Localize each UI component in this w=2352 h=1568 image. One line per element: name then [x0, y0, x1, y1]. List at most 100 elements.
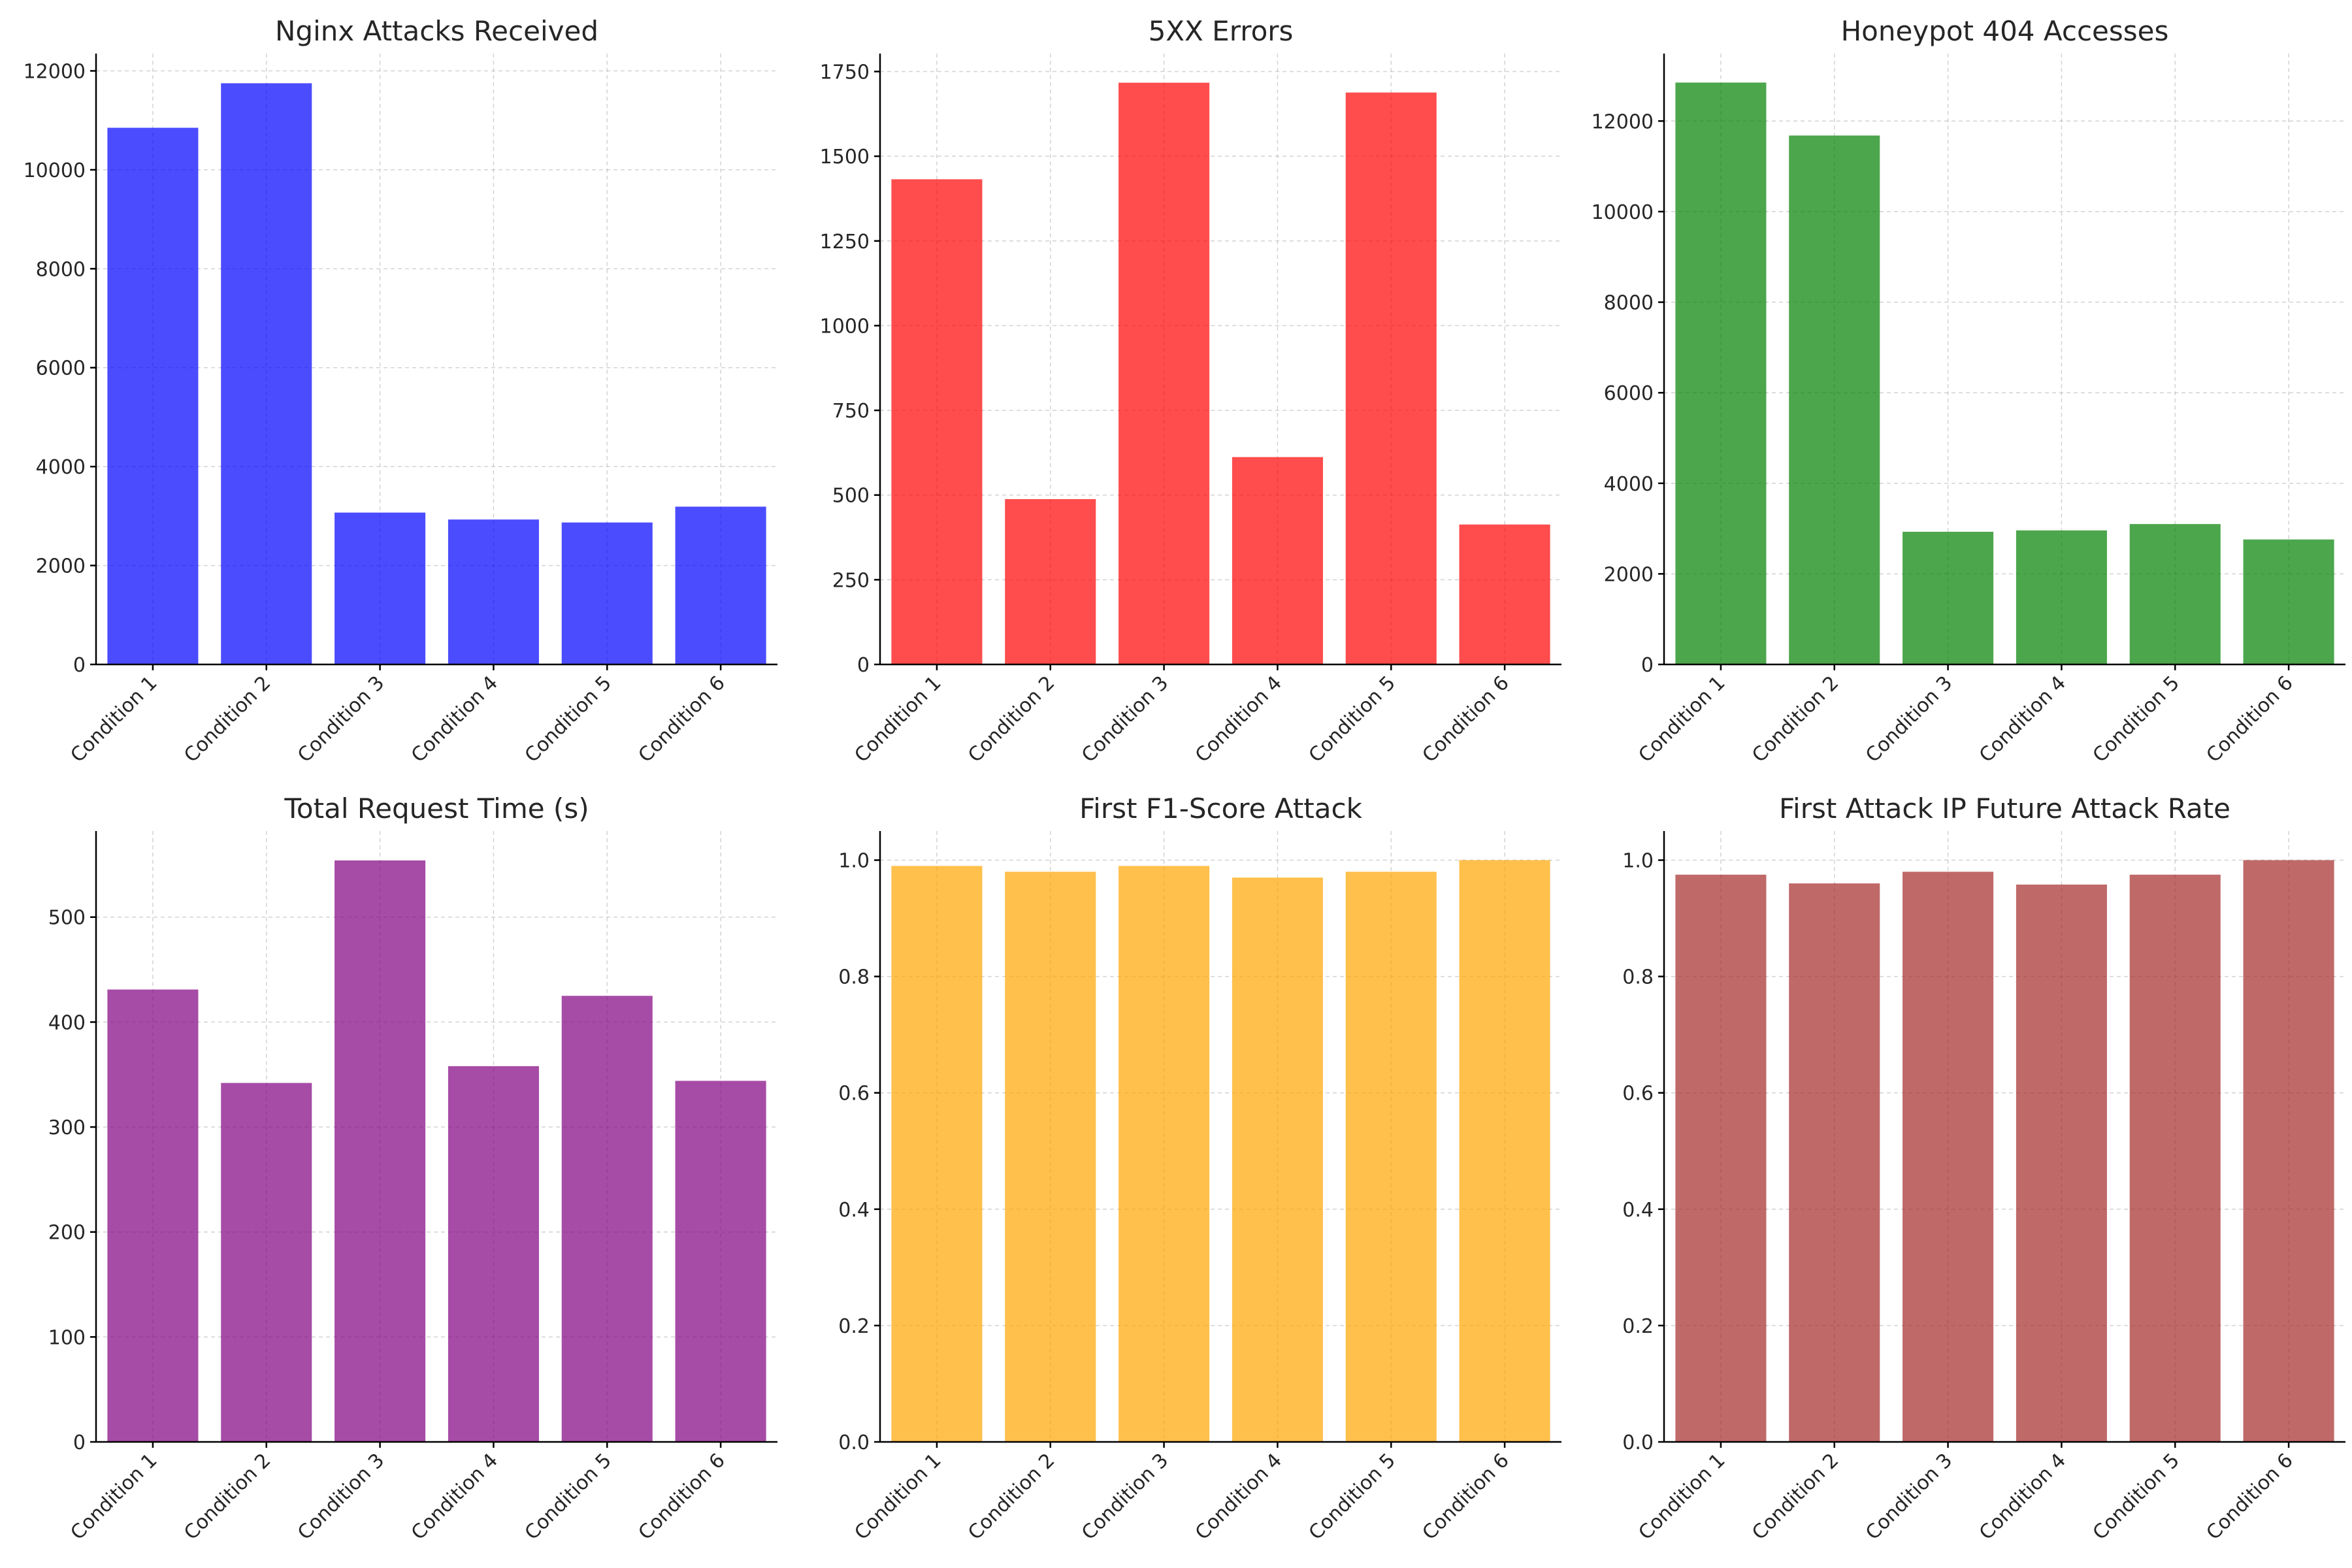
y-tick-label: 8000: [1604, 292, 1654, 315]
y-tick-label: 0: [73, 654, 86, 677]
bar-condition-2: [221, 1083, 312, 1442]
y-tick-label: 0.8: [838, 966, 870, 989]
y-tick-label: 1.0: [1622, 850, 1654, 873]
x-tick-label: Condition 2: [1748, 672, 1843, 767]
y-tick-label: 0.4: [838, 1199, 870, 1222]
chart-panel-honeypot-404: 0 2000 4000 6000 8000 10000 12000 Condition 1 Co…: [1568, 0, 2352, 784]
y-tick-label: 4000: [1604, 473, 1654, 496]
y-tick-label: 8000: [36, 258, 86, 281]
x-tick-label: Condition 1: [1634, 1449, 1729, 1544]
x-tick-label: Condition 1: [66, 672, 161, 767]
y-tick-label: 250: [832, 569, 870, 592]
x-tick-label: Condition 3: [1861, 1449, 1957, 1544]
y-tick-label: 0.0: [838, 1431, 870, 1454]
bar-condition-4: [448, 1066, 539, 1442]
y-tick-label: 6000: [1604, 382, 1654, 405]
y-tick-label: 0.2: [1622, 1315, 1654, 1338]
x-tick-label: Condition 6: [2202, 672, 2298, 767]
y-tick-label: 1500: [820, 146, 870, 169]
bar-condition-4: [1232, 457, 1323, 664]
chart-panel-total-request-time: 0 100 200 300 400 500 Condition 1 Condition 2 Co…: [0, 777, 784, 1561]
y-tick-label: 2000: [1604, 563, 1654, 586]
x-tick-label: Condition 5: [521, 1449, 616, 1544]
chart-title: Total Request Time (s): [284, 792, 589, 825]
bar-condition-3: [1903, 872, 1994, 1442]
bar-condition-5: [2129, 524, 2221, 664]
x-tick-label: Condition 3: [293, 1449, 389, 1544]
y-tick-label: 0.6: [1622, 1083, 1654, 1105]
bar-condition-3: [335, 860, 426, 1442]
y-tick-label: 0: [73, 1431, 86, 1454]
x-tick-label: Condition 1: [850, 672, 945, 767]
y-tick-label: 0.4: [1622, 1199, 1654, 1222]
x-tick-label: Condition 2: [964, 1449, 1059, 1544]
x-tick-label: Condition 6: [634, 1449, 730, 1544]
bar-condition-1: [1675, 82, 1767, 665]
y-tick-label: 10000: [1592, 201, 1654, 224]
y-tick-label: 1000: [820, 315, 870, 338]
y-tick-label: 300: [48, 1117, 86, 1139]
chart-panel-future-attack-rate: 0.0 0.2 0.4 0.6 0.8 1.0 Condition 1 Condition 2…: [1568, 777, 2352, 1561]
y-tick-label: 0.6: [838, 1083, 870, 1105]
bar-condition-5: [561, 996, 653, 1442]
bar-condition-6: [675, 1081, 766, 1442]
x-tick-label: Condition 4: [407, 672, 502, 767]
bar-condition-1: [891, 179, 983, 665]
x-tick-label: Condition 2: [964, 672, 1059, 767]
chart-title: Honeypot 404 Accesses: [1841, 15, 2169, 47]
x-tick-label: Condition 5: [521, 672, 616, 767]
y-tick-label: 0.8: [1622, 966, 1654, 989]
bar-condition-3: [1903, 531, 1994, 664]
bar-condition-2: [1789, 135, 1880, 664]
bar-condition-2: [1789, 883, 1880, 1442]
bar-condition-6: [2243, 539, 2334, 664]
y-tick-label: 750: [832, 400, 870, 423]
x-tick-label: Condition 4: [407, 1449, 502, 1544]
bar-condition-6: [1459, 524, 1550, 664]
x-tick-label: Condition 2: [180, 672, 275, 767]
y-tick-label: 500: [832, 485, 870, 508]
x-tick-label: Condition 3: [1861, 672, 1957, 767]
chart-panel-5xx-errors: 0 250 500 750 1000 1250 1500 1750 Condition 1 Con…: [784, 0, 1568, 784]
x-tick-label: Condition 4: [1975, 672, 2070, 767]
bar-condition-2: [221, 83, 312, 664]
x-tick-label: Condition 4: [1191, 1449, 1286, 1544]
y-tick-label: 500: [48, 907, 86, 930]
y-tick-label: 0.0: [1622, 1431, 1654, 1454]
bar-condition-4: [2016, 530, 2107, 664]
x-tick-label: Condition 3: [293, 672, 389, 767]
y-tick-label: 0: [857, 654, 870, 677]
bar-condition-1: [1675, 874, 1767, 1442]
bar-condition-4: [2016, 884, 2107, 1442]
y-tick-label: 12000: [1592, 110, 1654, 133]
bar-condition-4: [1232, 877, 1323, 1442]
x-tick-label: Condition 3: [1077, 1449, 1173, 1544]
x-tick-label: Condition 2: [180, 1449, 275, 1544]
bar-condition-6: [675, 506, 766, 664]
x-tick-label: Condition 1: [850, 1449, 945, 1544]
y-tick-label: 100: [48, 1326, 86, 1349]
chart-title: 5XX Errors: [1149, 15, 1294, 47]
x-tick-label: Condition 3: [1077, 672, 1173, 767]
x-tick-label: Condition 1: [66, 1449, 161, 1544]
bar-condition-3: [1119, 866, 1210, 1442]
y-tick-label: 6000: [36, 357, 86, 380]
bar-condition-3: [1119, 82, 1210, 664]
y-tick-label: 1750: [820, 61, 870, 84]
chart-future-attack-rate: 0.0 0.2 0.4 0.6 0.8 1.0 Condition 1 Condition 2…: [1622, 792, 2345, 1544]
bar-condition-4: [448, 519, 539, 664]
bar-condition-1: [107, 989, 199, 1442]
x-tick-label: Condition 5: [1305, 672, 1400, 767]
y-tick-label: 2000: [36, 555, 86, 578]
bar-condition-5: [1345, 872, 1437, 1442]
chart-title: First F1-Score Attack: [1079, 792, 1363, 825]
bar-condition-6: [2243, 860, 2334, 1442]
x-tick-label: Condition 2: [1748, 1449, 1843, 1544]
bar-condition-5: [1345, 92, 1437, 664]
x-tick-label: Condition 5: [2089, 1449, 2184, 1544]
y-tick-label: 0: [1641, 654, 1654, 677]
